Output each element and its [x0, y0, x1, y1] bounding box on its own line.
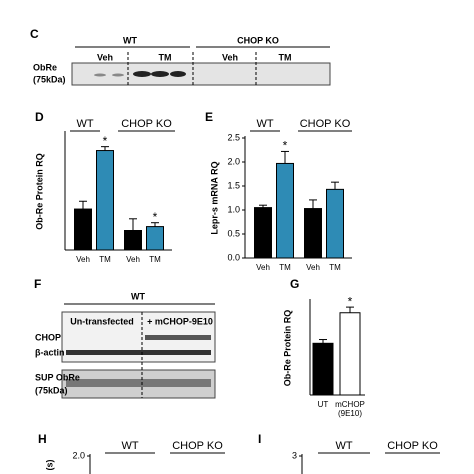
- lane-label: TM: [279, 52, 292, 62]
- y-tick-label: 0.0: [227, 252, 240, 262]
- panel-label: C: [30, 27, 39, 41]
- y-tick-label: 1.5: [227, 180, 240, 190]
- lane-label: Veh: [222, 52, 238, 62]
- panel-label: D: [35, 110, 44, 124]
- x-tick-sublabel: (9E10): [338, 409, 362, 418]
- row-label: SUP ObRe: [35, 372, 80, 382]
- bar: [146, 226, 164, 251]
- group-label: WT: [256, 118, 273, 130]
- y-axis-label: (s): [44, 459, 54, 470]
- x-tick-label: Veh: [76, 255, 90, 264]
- y-axis-label: Ob-Re Protein RQ: [34, 153, 44, 230]
- y-tick-label: 3: [292, 450, 297, 460]
- significance-marker: *: [283, 139, 288, 153]
- panel-label: H: [38, 432, 47, 446]
- panel-label: E: [205, 110, 213, 124]
- lane-label: TM: [159, 52, 172, 62]
- row-label: β-actin: [35, 347, 65, 357]
- group-label: CHOP KO: [387, 440, 438, 452]
- x-tick-label: UT: [318, 400, 329, 409]
- bar: [326, 188, 344, 259]
- bar: [254, 207, 272, 259]
- group-label: WT: [76, 118, 93, 130]
- group-label: CHOP KO: [237, 35, 279, 45]
- group-label: WT: [131, 291, 145, 301]
- group-label: CHOP KO: [121, 118, 172, 130]
- y-axis-label: Lepr-s mRNA RQ: [209, 161, 219, 234]
- x-tick-label: TM: [149, 255, 161, 264]
- panel-label: F: [34, 277, 41, 291]
- panel-label: I: [258, 432, 261, 446]
- bar: [124, 230, 142, 251]
- y-tick-label: 2.5: [227, 132, 240, 142]
- group-label: WT: [335, 440, 352, 452]
- group-label: WT: [121, 440, 138, 452]
- bar: [276, 162, 294, 259]
- x-tick-label: TM: [99, 255, 111, 264]
- significance-marker: *: [103, 134, 108, 148]
- x-tick-label: Veh: [256, 263, 270, 272]
- bar: [312, 342, 334, 396]
- y-tick-label: 0.5: [227, 228, 240, 238]
- bar: [339, 312, 361, 396]
- bands: [94, 71, 186, 77]
- group-label: WT: [123, 35, 137, 45]
- lane-dividers: [127, 52, 257, 85]
- bar: [304, 208, 322, 259]
- x-tick-label: Veh: [306, 263, 320, 272]
- x-tick-label: TM: [279, 263, 291, 272]
- x-tick-label: Veh: [126, 255, 140, 264]
- x-tick-label: mCHOP: [335, 400, 365, 409]
- group-label: CHOP KO: [172, 440, 223, 452]
- row-label: (75kDa): [35, 385, 68, 395]
- significance-marker: *: [153, 210, 158, 224]
- y-axis-label: Ob-Re Protein RQ: [282, 310, 292, 387]
- bands: [61, 335, 216, 399]
- row-label: CHOP: [35, 332, 61, 342]
- lane-label: Un-transfected: [70, 316, 134, 326]
- y-tick-label: 2.0: [227, 156, 240, 166]
- lane-label: Veh: [97, 52, 113, 62]
- x-tick-label: TM: [329, 263, 341, 272]
- y-tick-label: 1.0: [227, 204, 240, 214]
- blot: [71, 62, 331, 86]
- y-tick-label: 2.0: [72, 450, 85, 460]
- panel-label: G: [290, 277, 299, 291]
- bar: [74, 208, 92, 251]
- lane-label: + mCHOP-9E10: [147, 316, 213, 326]
- row-label: ObRe: [33, 62, 57, 72]
- row-label: (75kDa): [33, 74, 66, 84]
- significance-marker: *: [348, 294, 353, 308]
- bar: [96, 150, 114, 251]
- group-label: CHOP KO: [300, 118, 351, 130]
